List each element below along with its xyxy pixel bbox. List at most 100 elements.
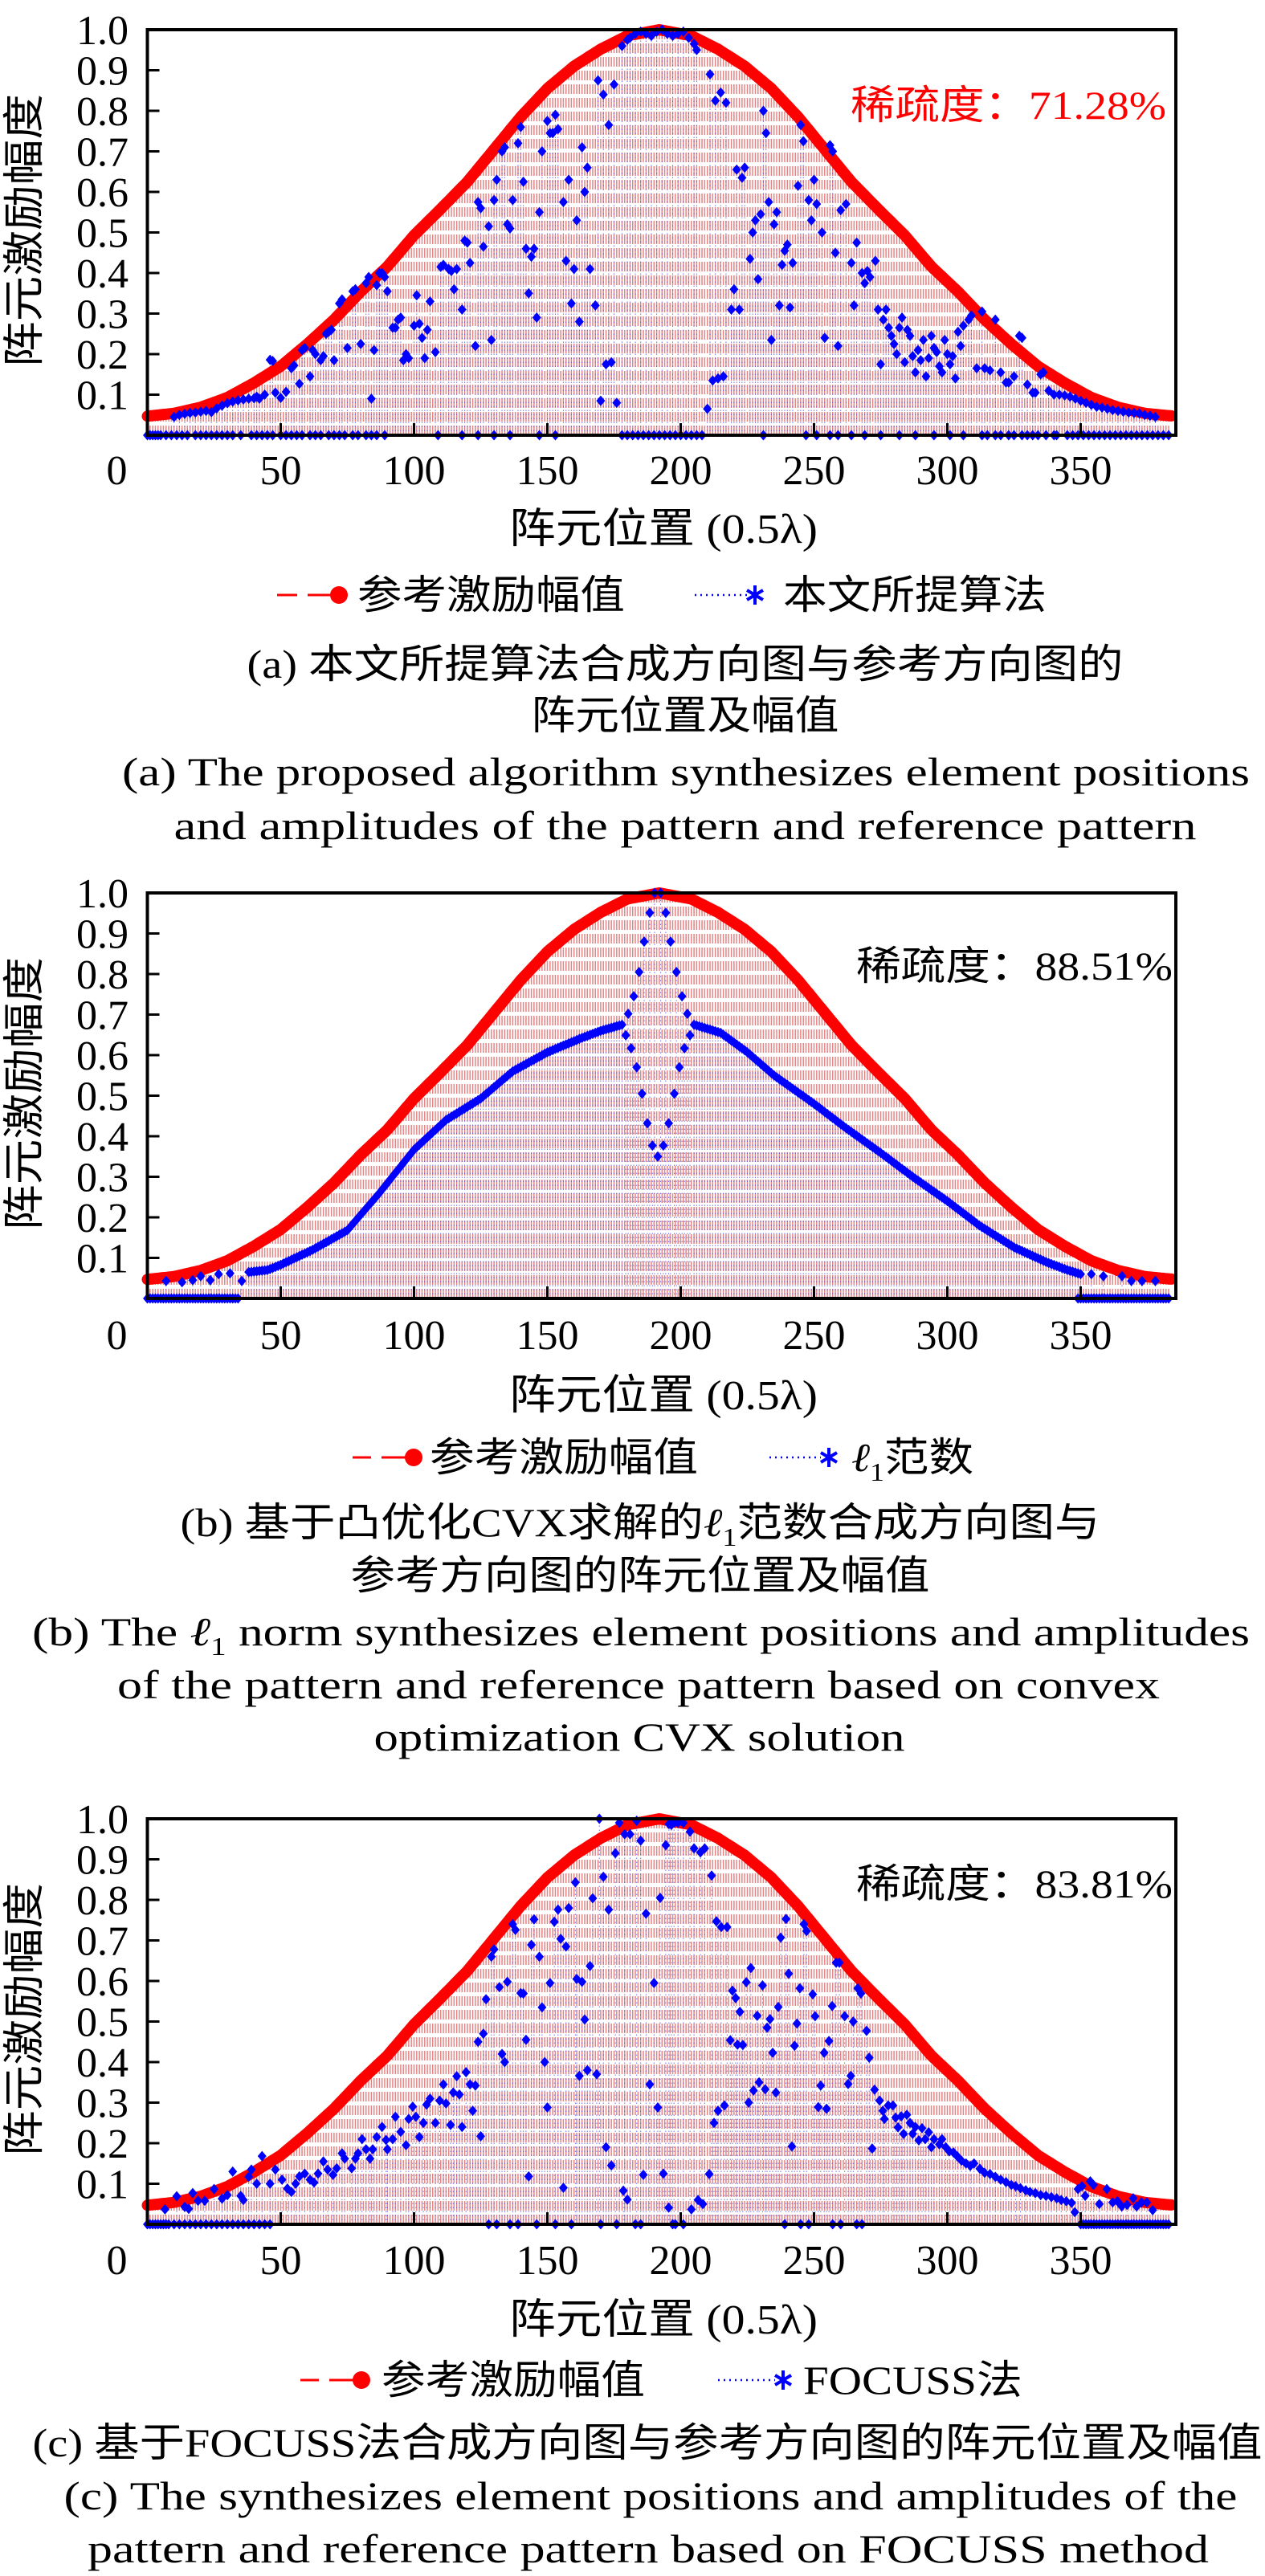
method-point [610, 1848, 620, 1859]
method-point [463, 237, 472, 248]
method-point [412, 290, 422, 301]
legend-reference-icon [353, 1449, 422, 1466]
method-point [276, 393, 285, 404]
method-point [820, 332, 830, 344]
method-point [206, 406, 216, 418]
subscript-one: 1 [722, 1522, 737, 1551]
method-point [473, 2036, 483, 2048]
method-point [883, 2100, 893, 2111]
method-point [849, 300, 859, 311]
method-point [848, 2016, 858, 2027]
method-point [804, 194, 814, 206]
method-point [402, 2140, 411, 2151]
legend: 参考激励幅值 本文所提算法 [277, 573, 1047, 618]
method-point [1039, 367, 1048, 378]
method-point [958, 320, 968, 332]
method-markers [160, 1813, 1157, 2218]
method-point [653, 2102, 663, 2113]
method-point [659, 1140, 668, 1151]
method-point [404, 2113, 414, 2125]
sparsity-annotation: 稀疏度：83.81% [856, 1861, 1173, 1906]
method-point [950, 373, 960, 384]
method-point [291, 2179, 300, 2189]
method-point [543, 2102, 552, 2113]
method-point [408, 2101, 418, 2113]
method-point [564, 174, 573, 185]
method-point [431, 2117, 440, 2129]
method-point [765, 2013, 775, 2024]
method-point [802, 1926, 811, 1937]
method-point [300, 2168, 309, 2179]
method-point [787, 2141, 797, 2152]
method-point [921, 371, 931, 382]
method-point [196, 1270, 206, 1282]
method-point [621, 1029, 630, 1041]
method-point [305, 371, 315, 382]
method-point [940, 334, 949, 345]
method-point [425, 296, 435, 307]
legend-reference-label: 参考激励幅值 [382, 2358, 645, 2403]
y-tick-label: 0.3 [76, 292, 129, 338]
method-point [645, 907, 655, 919]
method-point [883, 322, 893, 333]
method-point [917, 2122, 927, 2134]
method-point [186, 407, 195, 418]
method-point [468, 2105, 478, 2117]
method-point [1092, 401, 1101, 413]
method-point [537, 146, 547, 157]
method-point [996, 367, 1006, 378]
method-stems [164, 1819, 1153, 2224]
method-point [879, 314, 888, 325]
method-point [574, 316, 584, 328]
method-point [744, 2097, 753, 2108]
method-point [380, 271, 390, 283]
method-point [503, 1976, 512, 1987]
method-point [190, 407, 200, 418]
method-point [1102, 2183, 1112, 2195]
method-point [704, 2168, 714, 2179]
method-point [932, 346, 941, 357]
x-tick-label: 300 [916, 1313, 979, 1359]
method-point [505, 222, 515, 234]
method-point [598, 89, 608, 100]
method-point [196, 406, 206, 418]
method-point [711, 95, 720, 106]
method-point [737, 172, 747, 183]
y-tick-label: 0.4 [76, 251, 129, 297]
method-point [899, 2128, 908, 2139]
method-point [545, 1978, 555, 1989]
method-point [481, 1994, 491, 2005]
method-point [411, 2111, 421, 2122]
method-point [700, 1843, 709, 1854]
method-point [1128, 2193, 1138, 2204]
method-point [795, 1983, 805, 1994]
method-point [635, 966, 644, 977]
method-point [237, 1275, 247, 1286]
method-point [772, 206, 781, 218]
method-point [417, 332, 426, 344]
method-point [1129, 407, 1139, 418]
legend-reference-icon [300, 2371, 370, 2389]
method-point [244, 393, 254, 405]
method-point [606, 357, 616, 368]
method-point [457, 2122, 467, 2133]
method-point [1137, 1275, 1147, 1286]
y-tick-label: 0.8 [76, 1878, 129, 1924]
method-point [452, 263, 462, 275]
method-point [535, 206, 545, 218]
method-point [929, 2134, 939, 2145]
method-point [790, 2040, 799, 2052]
method-point [390, 322, 400, 333]
method-point [620, 1828, 630, 1840]
method-point [588, 1893, 598, 1904]
method-point [738, 2040, 748, 2051]
method-point [871, 255, 880, 267]
method-point [540, 2056, 549, 2068]
method-point [180, 408, 190, 419]
method-point [675, 1062, 684, 1073]
method-point [902, 2109, 912, 2121]
method-point [735, 2006, 745, 2017]
method-point [834, 1957, 844, 1968]
method-point [732, 164, 741, 175]
method-point [865, 271, 875, 283]
